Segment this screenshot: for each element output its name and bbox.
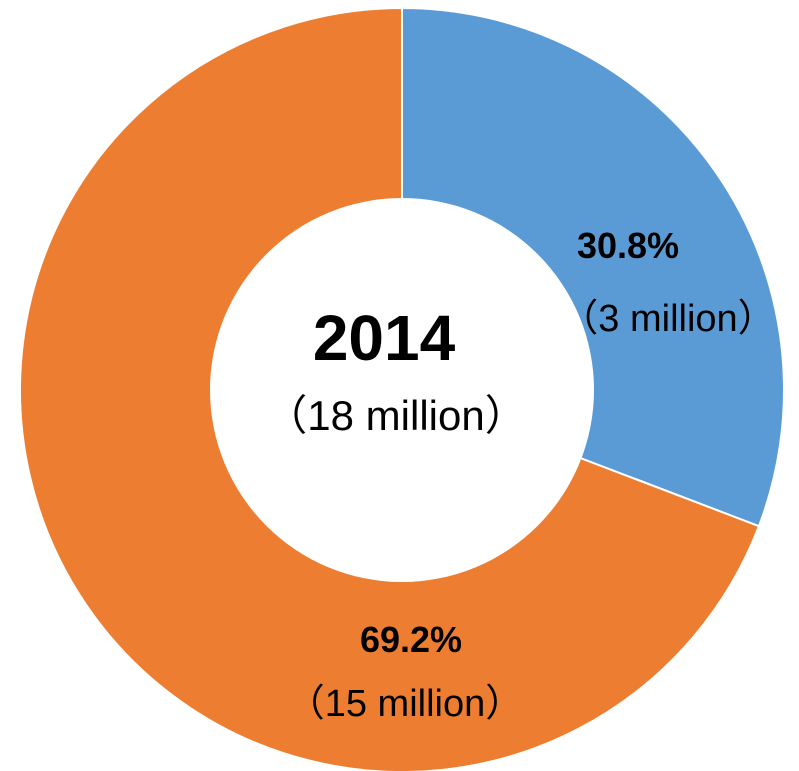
slice-blue-percent-label: 30.8% [577, 225, 679, 266]
slice-blue-value-label: （3 million） [560, 298, 775, 340]
slice-orange-value-label: （15 million） [287, 683, 524, 725]
donut-hole [210, 198, 594, 582]
center-total-label: （18 million） [265, 392, 526, 439]
center-year-label: 2014 [313, 302, 456, 374]
slice-orange-percent-label: 69.2% [360, 619, 462, 660]
